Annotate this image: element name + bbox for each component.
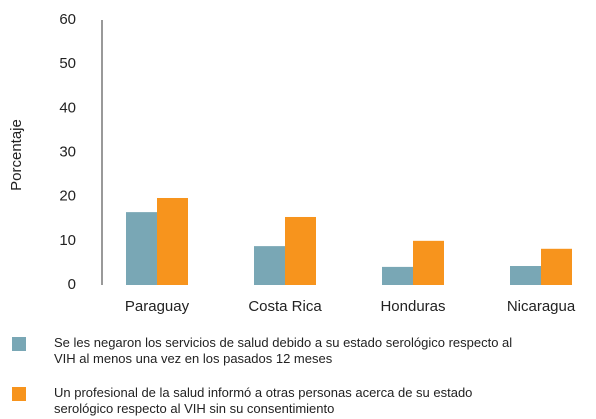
bar [126, 212, 157, 285]
bar [254, 246, 285, 285]
legend-label: Un profesional de la salud informó a otr… [54, 385, 473, 416]
legend-label: Se les negaron los servicios de salud de… [54, 335, 513, 366]
y-tick-label: 30 [59, 143, 76, 160]
x-tick-label: Honduras [380, 298, 445, 315]
x-tick-label: Nicaragua [507, 298, 576, 315]
y-tick-label: 0 [68, 276, 76, 293]
legend-swatch [12, 337, 26, 351]
y-tick-label: 50 [59, 55, 76, 72]
y-tick-label: 10 [59, 232, 76, 249]
x-tick-label: Paraguay [125, 298, 190, 315]
y-tick-label: 40 [59, 99, 76, 116]
bar [541, 248, 572, 285]
legend-item: Se les negaron los servicios de salud de… [12, 335, 514, 367]
y-axis-label: Porcentaje [8, 119, 25, 191]
chart: Porcentaje 0 10 20 30 40 50 60 Paraguay Costa Ri… [8, 11, 576, 315]
legend-item: Un profesional de la salud informó a otr… [12, 385, 514, 417]
bar [382, 266, 413, 285]
bar [413, 240, 444, 285]
x-tick-label: Costa Rica [248, 298, 322, 315]
bar [510, 266, 541, 285]
bar [285, 216, 316, 285]
legend-swatch [12, 387, 26, 401]
y-tick-label: 60 [59, 11, 76, 28]
bar [157, 197, 188, 285]
y-tick-label: 20 [59, 188, 76, 205]
